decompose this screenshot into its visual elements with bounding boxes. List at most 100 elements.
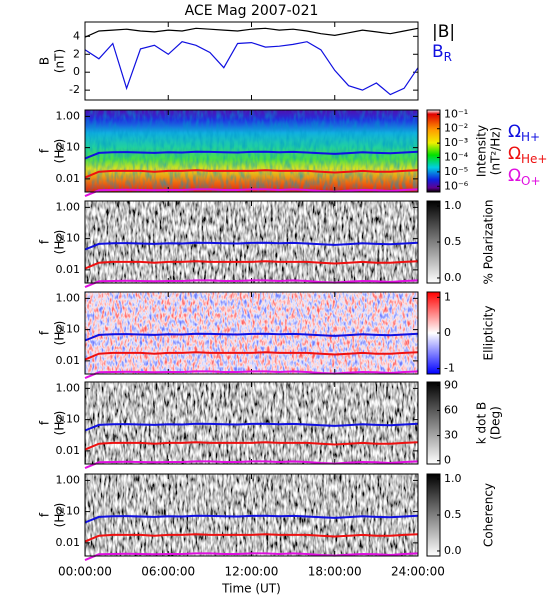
colorbar-tick-label: -1	[444, 362, 455, 375]
series-line	[84, 188, 419, 198]
legend-subscript: O+	[521, 174, 541, 188]
colorbar-tick-label: 10⁻⁵	[444, 165, 468, 178]
x-tick-label: 06:00:00	[141, 565, 195, 579]
y-tick-label: 0.01	[56, 444, 81, 457]
legend-label: Ω	[508, 122, 521, 142]
plot-frame	[84, 291, 419, 375]
series-line	[84, 169, 419, 179]
y-tick-label: 0.01	[56, 172, 81, 185]
colorbar	[426, 381, 441, 465]
series-line	[84, 241, 419, 251]
colorbar-tick-label: 0	[444, 454, 451, 467]
y-tick-label: 1.00	[56, 291, 81, 304]
colorbar-tick-label: 1.0	[444, 472, 462, 485]
colorbar-tick-label: 10⁻⁴	[444, 150, 469, 163]
legend-entry: ΩHe+	[508, 144, 547, 166]
colorbar-tick-label: 90	[444, 378, 458, 391]
x-axis-label: Time (UT)	[221, 582, 281, 596]
legend-entry: |B|	[432, 22, 455, 42]
y-tick-label: 0.01	[56, 354, 81, 367]
y-tick-label: 2	[73, 47, 80, 60]
plot-frame	[84, 200, 419, 284]
y-tick-label: 1.00	[56, 381, 81, 394]
legend-subscript: He+	[521, 152, 547, 166]
colorbar-label: Ellipticity	[482, 306, 496, 361]
legend-label: |B|	[432, 22, 455, 42]
y-tick-label: 1.00	[56, 109, 81, 122]
series-line	[84, 514, 419, 524]
y-axis-label: f	[38, 148, 52, 153]
plot-frame	[84, 21, 419, 101]
colorbar-tick-label: 0.0	[444, 271, 462, 284]
legend-entry: ΩO+	[508, 166, 541, 188]
y-tick-label: 0.10	[56, 323, 81, 336]
legend-label: B	[432, 42, 444, 62]
series-line	[84, 150, 419, 160]
y-axis-label: (Hz)	[53, 411, 67, 436]
colorbar-label: Intensity	[475, 125, 489, 177]
series-line	[84, 441, 419, 451]
y-axis-label: (Hz)	[53, 230, 67, 255]
y-tick-label: 0.01	[56, 536, 81, 549]
y-axis-label: (Hz)	[53, 139, 67, 164]
y-axis-label: f	[38, 330, 52, 335]
series-line	[84, 370, 419, 380]
series-line	[84, 279, 419, 289]
x-tick-label: 00:00:00	[58, 565, 112, 579]
colorbar-tick-label: 0.5	[444, 235, 462, 248]
y-axis-label: f	[38, 420, 52, 425]
colorbar-label: % Polarization	[482, 200, 496, 285]
legend-label: Ω	[508, 144, 521, 164]
y-tick-label: 0.10	[56, 141, 81, 154]
chart-title: ACE Mag 2007-021	[185, 3, 319, 19]
x-tick-label: 12:00:00	[225, 565, 279, 579]
colorbar-tick-label: 10⁻¹	[444, 107, 468, 120]
series-line	[84, 332, 419, 342]
legend-entry: BR	[432, 42, 452, 64]
series-line	[84, 41, 419, 96]
y-axis-label: f	[38, 512, 52, 517]
x-tick-label: 18:00:00	[308, 565, 362, 579]
colorbar-tick-label: 1.0	[444, 199, 462, 212]
y-tick-label: 0.10	[56, 505, 81, 518]
y-tick-label: 0.10	[56, 232, 81, 245]
colorbar-tick-label: 30	[444, 429, 458, 442]
series-line	[84, 460, 419, 470]
plot-frame	[84, 381, 419, 465]
y-tick-label: 4	[73, 29, 80, 42]
y-tick-label: 0.10	[56, 413, 81, 426]
series-line	[84, 552, 419, 562]
y-tick-label: 1.00	[56, 473, 81, 486]
series-line	[84, 27, 419, 38]
colorbar-tick-label: 10⁻⁶	[444, 179, 469, 192]
colorbar-tick-label: 0	[444, 326, 451, 339]
x-tick-label: 24:00:00	[391, 565, 445, 579]
colorbar-tick-label: 1	[444, 290, 451, 303]
series-line	[84, 260, 419, 270]
plot-frame	[84, 473, 419, 557]
legend-subscript: R	[444, 50, 452, 64]
colorbar-label: (nT²/Hz)	[489, 127, 503, 175]
colorbar-tick-label: 10⁻³	[444, 136, 468, 149]
plot-frame	[84, 109, 419, 193]
series-line	[84, 351, 419, 361]
y-axis-label: f	[38, 239, 52, 244]
colorbar-tick-label: 0.5	[444, 508, 462, 521]
y-tick-label: -2	[69, 83, 80, 96]
legend-label: Ω	[508, 166, 521, 186]
colorbar	[426, 109, 441, 193]
colorbar-label: Coherency	[482, 483, 496, 547]
series-line	[84, 533, 419, 543]
y-axis-label: (Hz)	[53, 503, 67, 528]
series-line	[84, 422, 419, 432]
y-axis-label: (Hz)	[53, 321, 67, 346]
colorbar-label: (Deg)	[489, 406, 503, 440]
y-tick-label: 0	[73, 65, 80, 78]
y-axis-label: (nT)	[53, 49, 67, 73]
colorbar-tick-label: 60	[444, 403, 458, 416]
y-tick-label: 1.00	[56, 200, 81, 213]
colorbar-tick-label: 10⁻²	[444, 122, 468, 135]
y-tick-label: 0.01	[56, 263, 81, 276]
legend-subscript: H+	[521, 130, 540, 144]
